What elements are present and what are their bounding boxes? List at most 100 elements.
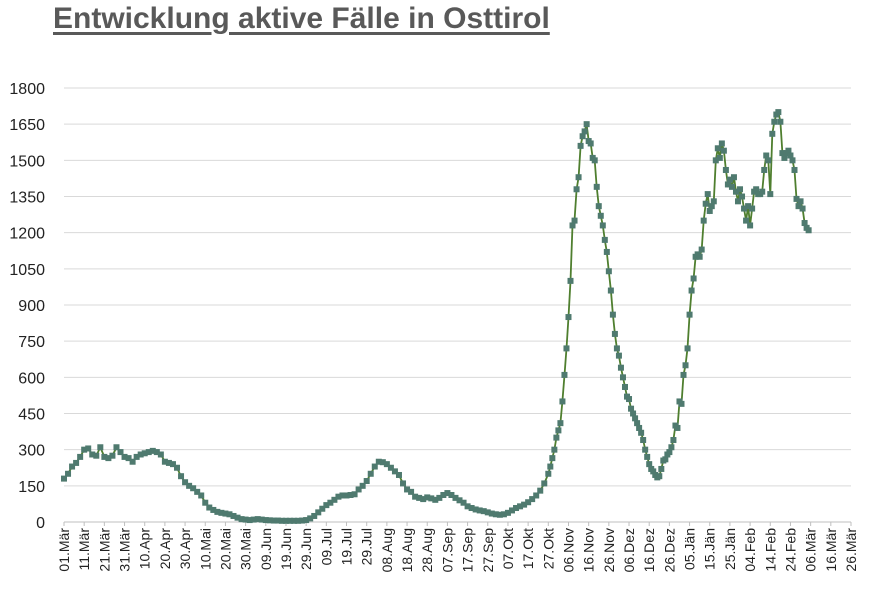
data-point (169, 461, 176, 468)
data-point (722, 166, 729, 173)
y-tick-label: 750 (18, 334, 45, 351)
data-point (315, 509, 322, 516)
data-point (282, 517, 289, 524)
data-point (230, 512, 237, 519)
data-point (468, 505, 475, 512)
data-point (178, 473, 185, 480)
data-point (472, 506, 479, 513)
data-point (767, 191, 774, 198)
data-point (339, 492, 346, 499)
gridlines (64, 87, 851, 487)
data-point (603, 248, 610, 255)
data-point (428, 495, 435, 502)
data-point (517, 503, 524, 510)
data-point (65, 470, 72, 477)
data-point (525, 499, 532, 506)
x-tick-label: 04.Feb (742, 528, 758, 572)
data-point (153, 449, 160, 456)
data-point (581, 128, 588, 135)
y-tick-label: 300 (18, 443, 45, 460)
data-point (226, 511, 233, 518)
x-tick-label: 06.Dez (621, 528, 637, 572)
data-point (97, 444, 104, 451)
data-point (488, 510, 495, 517)
data-point (440, 491, 447, 498)
data-point (400, 480, 407, 487)
x-tick-label: 16.Mär (823, 528, 839, 572)
data-point (424, 494, 431, 501)
data-point (686, 311, 693, 318)
data-point (371, 463, 378, 470)
data-point (508, 507, 515, 514)
data-point (327, 499, 334, 506)
data-point (799, 205, 806, 212)
data-point (242, 516, 249, 523)
data-point (117, 449, 124, 456)
data-point (157, 451, 164, 458)
data-point (745, 203, 752, 210)
data-point (688, 287, 695, 294)
data-point (626, 396, 633, 403)
data-point (335, 493, 342, 500)
data-point (787, 152, 794, 159)
data-point (299, 517, 306, 524)
x-tick-label: 26.Nov (601, 528, 617, 572)
data-point (234, 514, 241, 521)
data-point (137, 451, 144, 458)
data-point (650, 468, 657, 475)
data-point (165, 459, 172, 466)
data-point (529, 496, 536, 503)
y-tick-label: 1500 (9, 153, 45, 170)
data-point (555, 427, 562, 434)
data-point (563, 345, 570, 352)
x-axis-tick-labels: 01.Mär 11.Mär 21.Mär 31.Mär 10.Apr 20.Apr 30.A… (56, 528, 859, 573)
data-point (712, 157, 719, 164)
data-point (303, 517, 310, 524)
x-tick-label: 01.Mär (56, 528, 72, 572)
y-tick-label: 0 (36, 515, 45, 532)
data-point (656, 473, 663, 480)
data-point (492, 511, 499, 518)
data-point (408, 488, 415, 495)
data-point (480, 508, 487, 515)
data-point (347, 491, 354, 498)
data-point (93, 452, 100, 459)
data-point (133, 453, 140, 460)
data-point (726, 176, 733, 183)
data-point (61, 475, 67, 482)
data-point (161, 458, 168, 465)
data-point (246, 517, 253, 524)
data-point (565, 314, 572, 321)
data-point (258, 516, 265, 523)
data-point (674, 424, 681, 431)
x-tick-label: 06.Nov (560, 528, 576, 572)
data-point (460, 499, 467, 506)
data-point (615, 352, 622, 359)
data-point (69, 463, 76, 470)
x-tick-label: 18.Aug (399, 528, 415, 572)
chart-title: Entwicklung aktive Fälle in Osttirol (53, 2, 550, 35)
data-point (274, 517, 281, 524)
x-tick-label: 06.Mär (803, 528, 819, 572)
data-point (621, 383, 628, 390)
data-point (420, 496, 427, 503)
x-tick-label: 27.Okt (540, 528, 556, 569)
data-point (351, 491, 358, 498)
data-point (619, 374, 626, 381)
data-point (682, 362, 689, 369)
data-point (214, 508, 221, 515)
x-tick-label: 17.Okt (520, 528, 536, 569)
x-tick-label: 09.Jul (318, 528, 334, 565)
data-point (545, 470, 552, 477)
data-point (696, 253, 703, 260)
data-point (250, 516, 257, 523)
data-point (557, 420, 564, 427)
data-point (383, 461, 390, 468)
data-point (464, 503, 471, 510)
data-point (678, 400, 685, 407)
data-point (779, 150, 786, 157)
data-point (793, 195, 800, 202)
data-point (379, 459, 386, 466)
data-point (359, 482, 366, 489)
x-tick-label: 09.Jun (258, 528, 274, 570)
